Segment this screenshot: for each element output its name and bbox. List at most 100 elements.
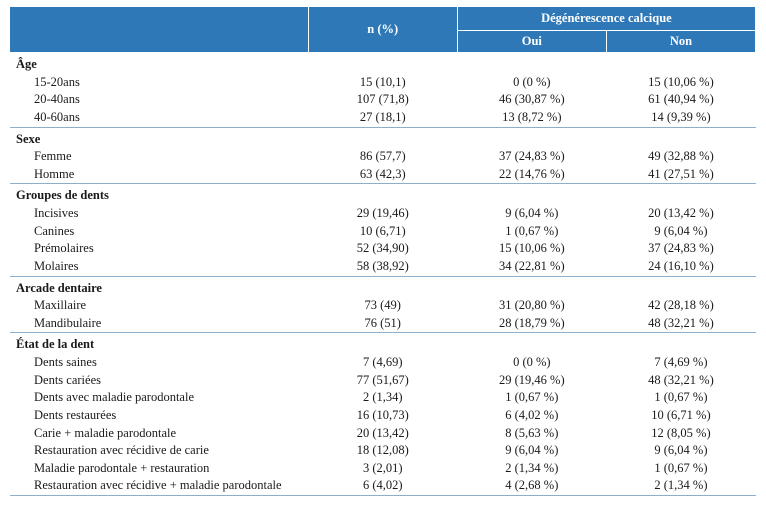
cell-oui: 29 (19,46 %) <box>457 372 606 390</box>
cell-n: 77 (51,67) <box>308 372 457 390</box>
cell-oui: 0 (0 %) <box>457 354 606 372</box>
group-label: Groupes de dents <box>10 184 308 205</box>
cell-non: 9 (6,04 %) <box>606 223 755 241</box>
cell-oui: 8 (5,63 %) <box>457 425 606 443</box>
cell-n: 58 (38,92) <box>308 258 457 276</box>
cell-n: 16 (10,73) <box>308 407 457 425</box>
row-label: 40-60ans <box>10 109 308 127</box>
header-stub <box>10 7 308 53</box>
table-row: Incisives29 (19,46)9 (6,04 %)20 (13,42 %… <box>10 205 756 223</box>
cell-n: 63 (42,3) <box>308 166 457 184</box>
cell-oui: 6 (4,02 %) <box>457 407 606 425</box>
table-row: Femme86 (57,7)37 (24,83 %)49 (32,88 %) <box>10 148 756 166</box>
cell-non: 61 (40,94 %) <box>606 91 755 109</box>
group-row: Groupes de dents <box>10 184 756 205</box>
group-label: Âge <box>10 53 308 74</box>
cell-non: 1 (0,67 %) <box>606 460 755 478</box>
cell-oui: 9 (6,04 %) <box>457 442 606 460</box>
cell-non: 15 (10,06 %) <box>606 74 755 92</box>
cell-n: 7 (4,69) <box>308 354 457 372</box>
row-label: Maxillaire <box>10 297 308 315</box>
row-label: Maladie parodontale + restauration <box>10 460 308 478</box>
cell-non: 7 (4,69 %) <box>606 354 755 372</box>
cell-non: 37 (24,83 %) <box>606 240 755 258</box>
row-label: Dents restaurées <box>10 407 308 425</box>
cell-oui: 28 (18,79 %) <box>457 315 606 333</box>
cell-n: 86 (57,7) <box>308 148 457 166</box>
group-label: Arcade dentaire <box>10 277 308 298</box>
table-row: Restauration avec récidive de carie18 (1… <box>10 442 756 460</box>
group-row: Sexe <box>10 128 756 149</box>
cell-non: 41 (27,51 %) <box>606 166 755 184</box>
cell-oui: 46 (30,87 %) <box>457 91 606 109</box>
table-row: Maxillaire73 (49)31 (20,80 %)42 (28,18 %… <box>10 297 756 315</box>
table-header: n (%) Dégénérescence calcique Oui Non <box>10 7 756 53</box>
table-row: 15-20ans15 (10,1)0 (0 %)15 (10,06 %) <box>10 74 756 92</box>
table-body: Âge15-20ans15 (10,1)0 (0 %)15 (10,06 %)2… <box>10 53 756 496</box>
cell-oui: 2 (1,34 %) <box>457 460 606 478</box>
cell-non: 48 (32,21 %) <box>606 372 755 390</box>
table-row: Dents restaurées16 (10,73)6 (4,02 %)10 (… <box>10 407 756 425</box>
cell-non: 42 (28,18 %) <box>606 297 755 315</box>
row-label: Incisives <box>10 205 308 223</box>
group-row: État de la dent <box>10 333 756 354</box>
table-row: Maladie parodontale + restauration3 (2,0… <box>10 460 756 478</box>
table-row: Homme63 (42,3)22 (14,76 %)41 (27,51 %) <box>10 166 756 184</box>
table-row: Prémolaires52 (34,90)15 (10,06 %)37 (24,… <box>10 240 756 258</box>
cell-n: 18 (12,08) <box>308 442 457 460</box>
cell-non: 2 (1,34 %) <box>606 477 755 495</box>
cell-oui: 22 (14,76 %) <box>457 166 606 184</box>
cell-oui: 34 (22,81 %) <box>457 258 606 276</box>
cell-oui: 1 (0,67 %) <box>457 223 606 241</box>
cell-non: 10 (6,71 %) <box>606 407 755 425</box>
table-row: Carie + maladie parodontale20 (13,42)8 (… <box>10 425 756 443</box>
table-row: 40-60ans27 (18,1)13 (8,72 %)14 (9,39 %) <box>10 109 756 127</box>
header-degenerescence: Dégénérescence calcique <box>457 7 755 31</box>
header-non: Non <box>606 31 755 53</box>
row-label: Dents cariées <box>10 372 308 390</box>
row-label: Femme <box>10 148 308 166</box>
cell-n: 73 (49) <box>308 297 457 315</box>
cell-n: 6 (4,02) <box>308 477 457 495</box>
row-label: Dents saines <box>10 354 308 372</box>
cell-non: 12 (8,05 %) <box>606 425 755 443</box>
table-row: 20-40ans107 (71,8)46 (30,87 %)61 (40,94 … <box>10 91 756 109</box>
row-label: Dents avec maladie parodontale <box>10 389 308 407</box>
header-oui: Oui <box>457 31 606 53</box>
cell-non: 20 (13,42 %) <box>606 205 755 223</box>
table-row: Molaires58 (38,92)34 (22,81 %)24 (16,10 … <box>10 258 756 276</box>
cell-n: 15 (10,1) <box>308 74 457 92</box>
cell-non: 1 (0,67 %) <box>606 389 755 407</box>
row-label: 20-40ans <box>10 91 308 109</box>
cell-n: 3 (2,01) <box>308 460 457 478</box>
cell-n: 27 (18,1) <box>308 109 457 127</box>
cell-non: 49 (32,88 %) <box>606 148 755 166</box>
table-row: Dents avec maladie parodontale2 (1,34)1 … <box>10 389 756 407</box>
cell-n: 29 (19,46) <box>308 205 457 223</box>
row-label: 15-20ans <box>10 74 308 92</box>
cell-oui: 0 (0 %) <box>457 74 606 92</box>
group-label: État de la dent <box>10 333 308 354</box>
cell-oui: 13 (8,72 %) <box>457 109 606 127</box>
cell-oui: 9 (6,04 %) <box>457 205 606 223</box>
group-row: Âge <box>10 53 756 74</box>
cell-non: 48 (32,21 %) <box>606 315 755 333</box>
row-label: Canines <box>10 223 308 241</box>
row-label: Restauration avec récidive + maladie par… <box>10 477 308 495</box>
group-row: Arcade dentaire <box>10 277 756 298</box>
cell-oui: 15 (10,06 %) <box>457 240 606 258</box>
table-row: Canines10 (6,71)1 (0,67 %)9 (6,04 %) <box>10 223 756 241</box>
cell-oui: 4 (2,68 %) <box>457 477 606 495</box>
row-label: Homme <box>10 166 308 184</box>
degenerescence-table: n (%) Dégénérescence calcique Oui Non Âg… <box>10 6 756 496</box>
cell-oui: 1 (0,67 %) <box>457 389 606 407</box>
cell-non: 9 (6,04 %) <box>606 442 755 460</box>
row-label: Restauration avec récidive de carie <box>10 442 308 460</box>
cell-non: 14 (9,39 %) <box>606 109 755 127</box>
table-row: Restauration avec récidive + maladie par… <box>10 477 756 495</box>
cell-non: 24 (16,10 %) <box>606 258 755 276</box>
cell-n: 20 (13,42) <box>308 425 457 443</box>
cell-n: 2 (1,34) <box>308 389 457 407</box>
cell-n: 10 (6,71) <box>308 223 457 241</box>
group-label: Sexe <box>10 128 308 149</box>
